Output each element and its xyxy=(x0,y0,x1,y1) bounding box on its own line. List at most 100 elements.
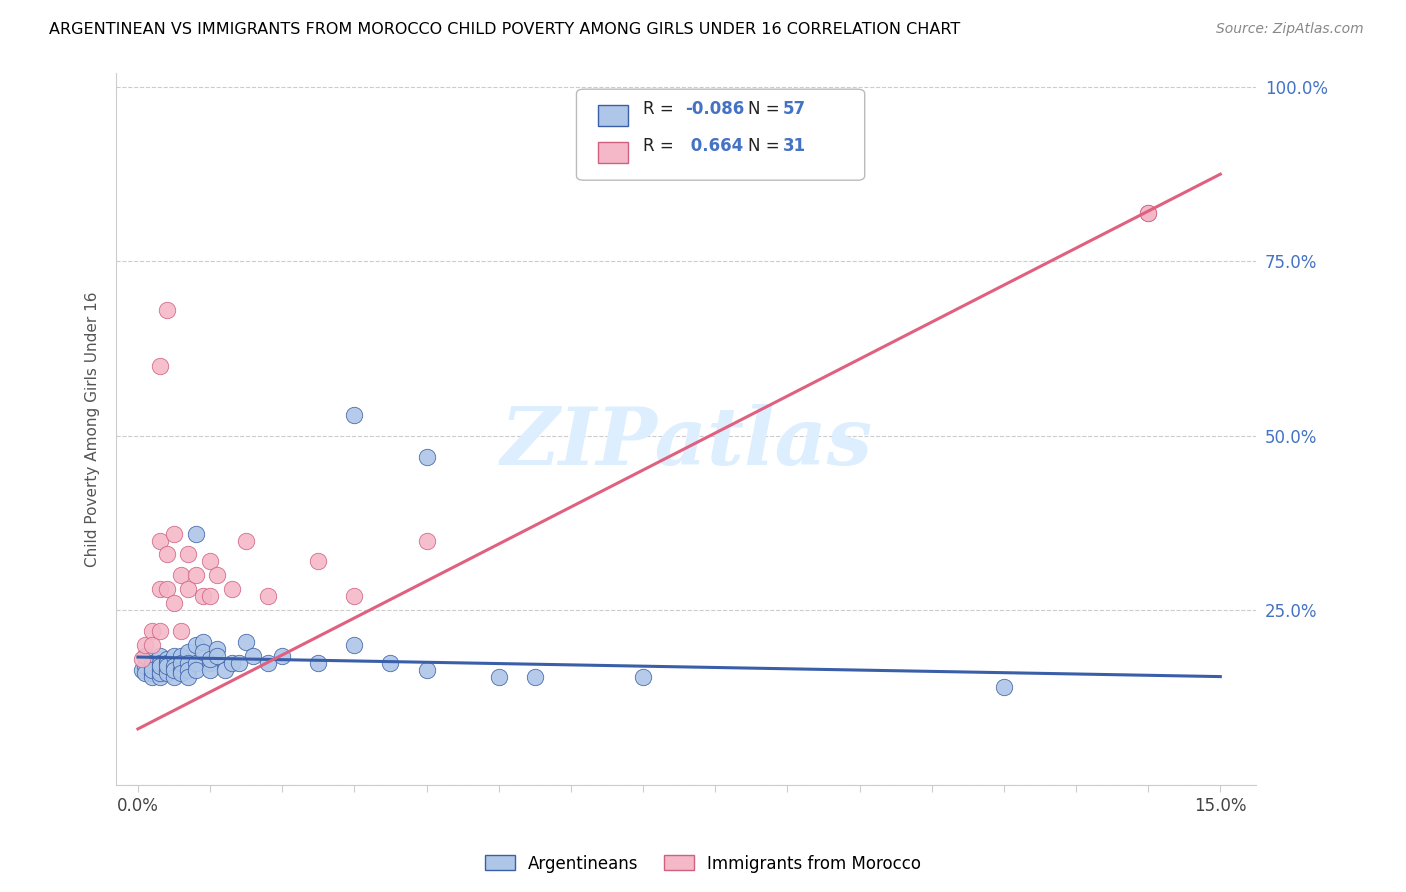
Point xyxy=(170,666,193,681)
Text: R =: R = xyxy=(643,100,679,118)
Text: N =: N = xyxy=(748,137,785,155)
Point xyxy=(148,656,170,670)
Text: N =: N = xyxy=(748,100,785,118)
Point xyxy=(198,554,221,568)
Point xyxy=(191,645,214,659)
Point xyxy=(214,663,236,677)
Y-axis label: Child Poverty Among Girls Under 16: Child Poverty Among Girls Under 16 xyxy=(86,291,100,566)
Point xyxy=(156,663,179,677)
Point xyxy=(415,450,437,464)
Point xyxy=(184,638,207,652)
Point xyxy=(191,634,214,648)
Point xyxy=(307,554,329,568)
Point xyxy=(177,645,200,659)
Point xyxy=(134,659,156,673)
Text: Source: ZipAtlas.com: Source: ZipAtlas.com xyxy=(1216,22,1364,37)
Point xyxy=(207,641,229,656)
Point xyxy=(148,666,170,681)
Point xyxy=(141,656,163,670)
Point xyxy=(242,648,264,663)
Point xyxy=(198,656,221,670)
Point xyxy=(170,648,193,663)
Point xyxy=(631,670,654,684)
Point xyxy=(156,659,179,673)
Point xyxy=(488,670,510,684)
Point xyxy=(156,582,179,597)
Point xyxy=(163,596,186,610)
Point xyxy=(256,656,278,670)
Point xyxy=(307,656,329,670)
Point xyxy=(156,656,179,670)
Point xyxy=(177,663,200,677)
Point xyxy=(184,663,207,677)
Point xyxy=(163,526,186,541)
Point xyxy=(1137,205,1160,219)
Point xyxy=(134,638,156,652)
Point xyxy=(148,359,170,373)
Point xyxy=(177,670,200,684)
Point xyxy=(156,303,179,318)
Point xyxy=(163,648,186,663)
Point xyxy=(156,666,179,681)
Point xyxy=(221,582,243,597)
Point xyxy=(343,590,366,604)
Point xyxy=(415,533,437,548)
Point xyxy=(141,663,163,677)
Point xyxy=(198,652,221,666)
Point xyxy=(170,663,193,677)
Point xyxy=(523,670,546,684)
Point xyxy=(170,624,193,639)
Point xyxy=(235,634,257,648)
Legend: Argentineans, Immigrants from Morocco: Argentineans, Immigrants from Morocco xyxy=(478,848,928,880)
Point xyxy=(148,648,170,663)
Text: -0.086: -0.086 xyxy=(685,100,744,118)
Point xyxy=(148,624,170,639)
Point xyxy=(198,590,221,604)
Point xyxy=(170,568,193,582)
Point xyxy=(207,568,229,582)
Point xyxy=(221,656,243,670)
Point xyxy=(134,666,156,681)
Point xyxy=(148,582,170,597)
Point xyxy=(141,638,163,652)
Point xyxy=(131,663,153,677)
Point xyxy=(343,638,366,652)
Point xyxy=(141,666,163,681)
Point xyxy=(170,656,193,670)
Point xyxy=(198,663,221,677)
Text: 0.664: 0.664 xyxy=(685,137,742,155)
Point xyxy=(163,663,186,677)
Point xyxy=(380,656,402,670)
Point xyxy=(1137,205,1160,219)
Point xyxy=(184,568,207,582)
Point xyxy=(148,663,170,677)
Point xyxy=(177,548,200,562)
Point xyxy=(343,408,366,422)
Point xyxy=(141,624,163,639)
Point xyxy=(148,670,170,684)
Point xyxy=(993,680,1015,694)
Point xyxy=(271,648,294,663)
Point xyxy=(177,656,200,670)
Point xyxy=(163,659,186,673)
Text: ARGENTINEAN VS IMMIGRANTS FROM MOROCCO CHILD POVERTY AMONG GIRLS UNDER 16 CORREL: ARGENTINEAN VS IMMIGRANTS FROM MOROCCO C… xyxy=(49,22,960,37)
Point xyxy=(141,670,163,684)
Text: ZIPatlas: ZIPatlas xyxy=(501,404,872,482)
Point xyxy=(134,648,156,663)
Text: 31: 31 xyxy=(783,137,806,155)
Point xyxy=(256,590,278,604)
Point xyxy=(235,533,257,548)
Point xyxy=(131,652,153,666)
Point xyxy=(177,582,200,597)
Point xyxy=(156,652,179,666)
Point xyxy=(156,548,179,562)
Text: R =: R = xyxy=(643,137,679,155)
Point xyxy=(148,533,170,548)
Point xyxy=(191,590,214,604)
Point xyxy=(228,656,250,670)
Point xyxy=(148,659,170,673)
Point xyxy=(184,656,207,670)
Point xyxy=(163,670,186,684)
Point xyxy=(141,659,163,673)
Text: 57: 57 xyxy=(783,100,806,118)
